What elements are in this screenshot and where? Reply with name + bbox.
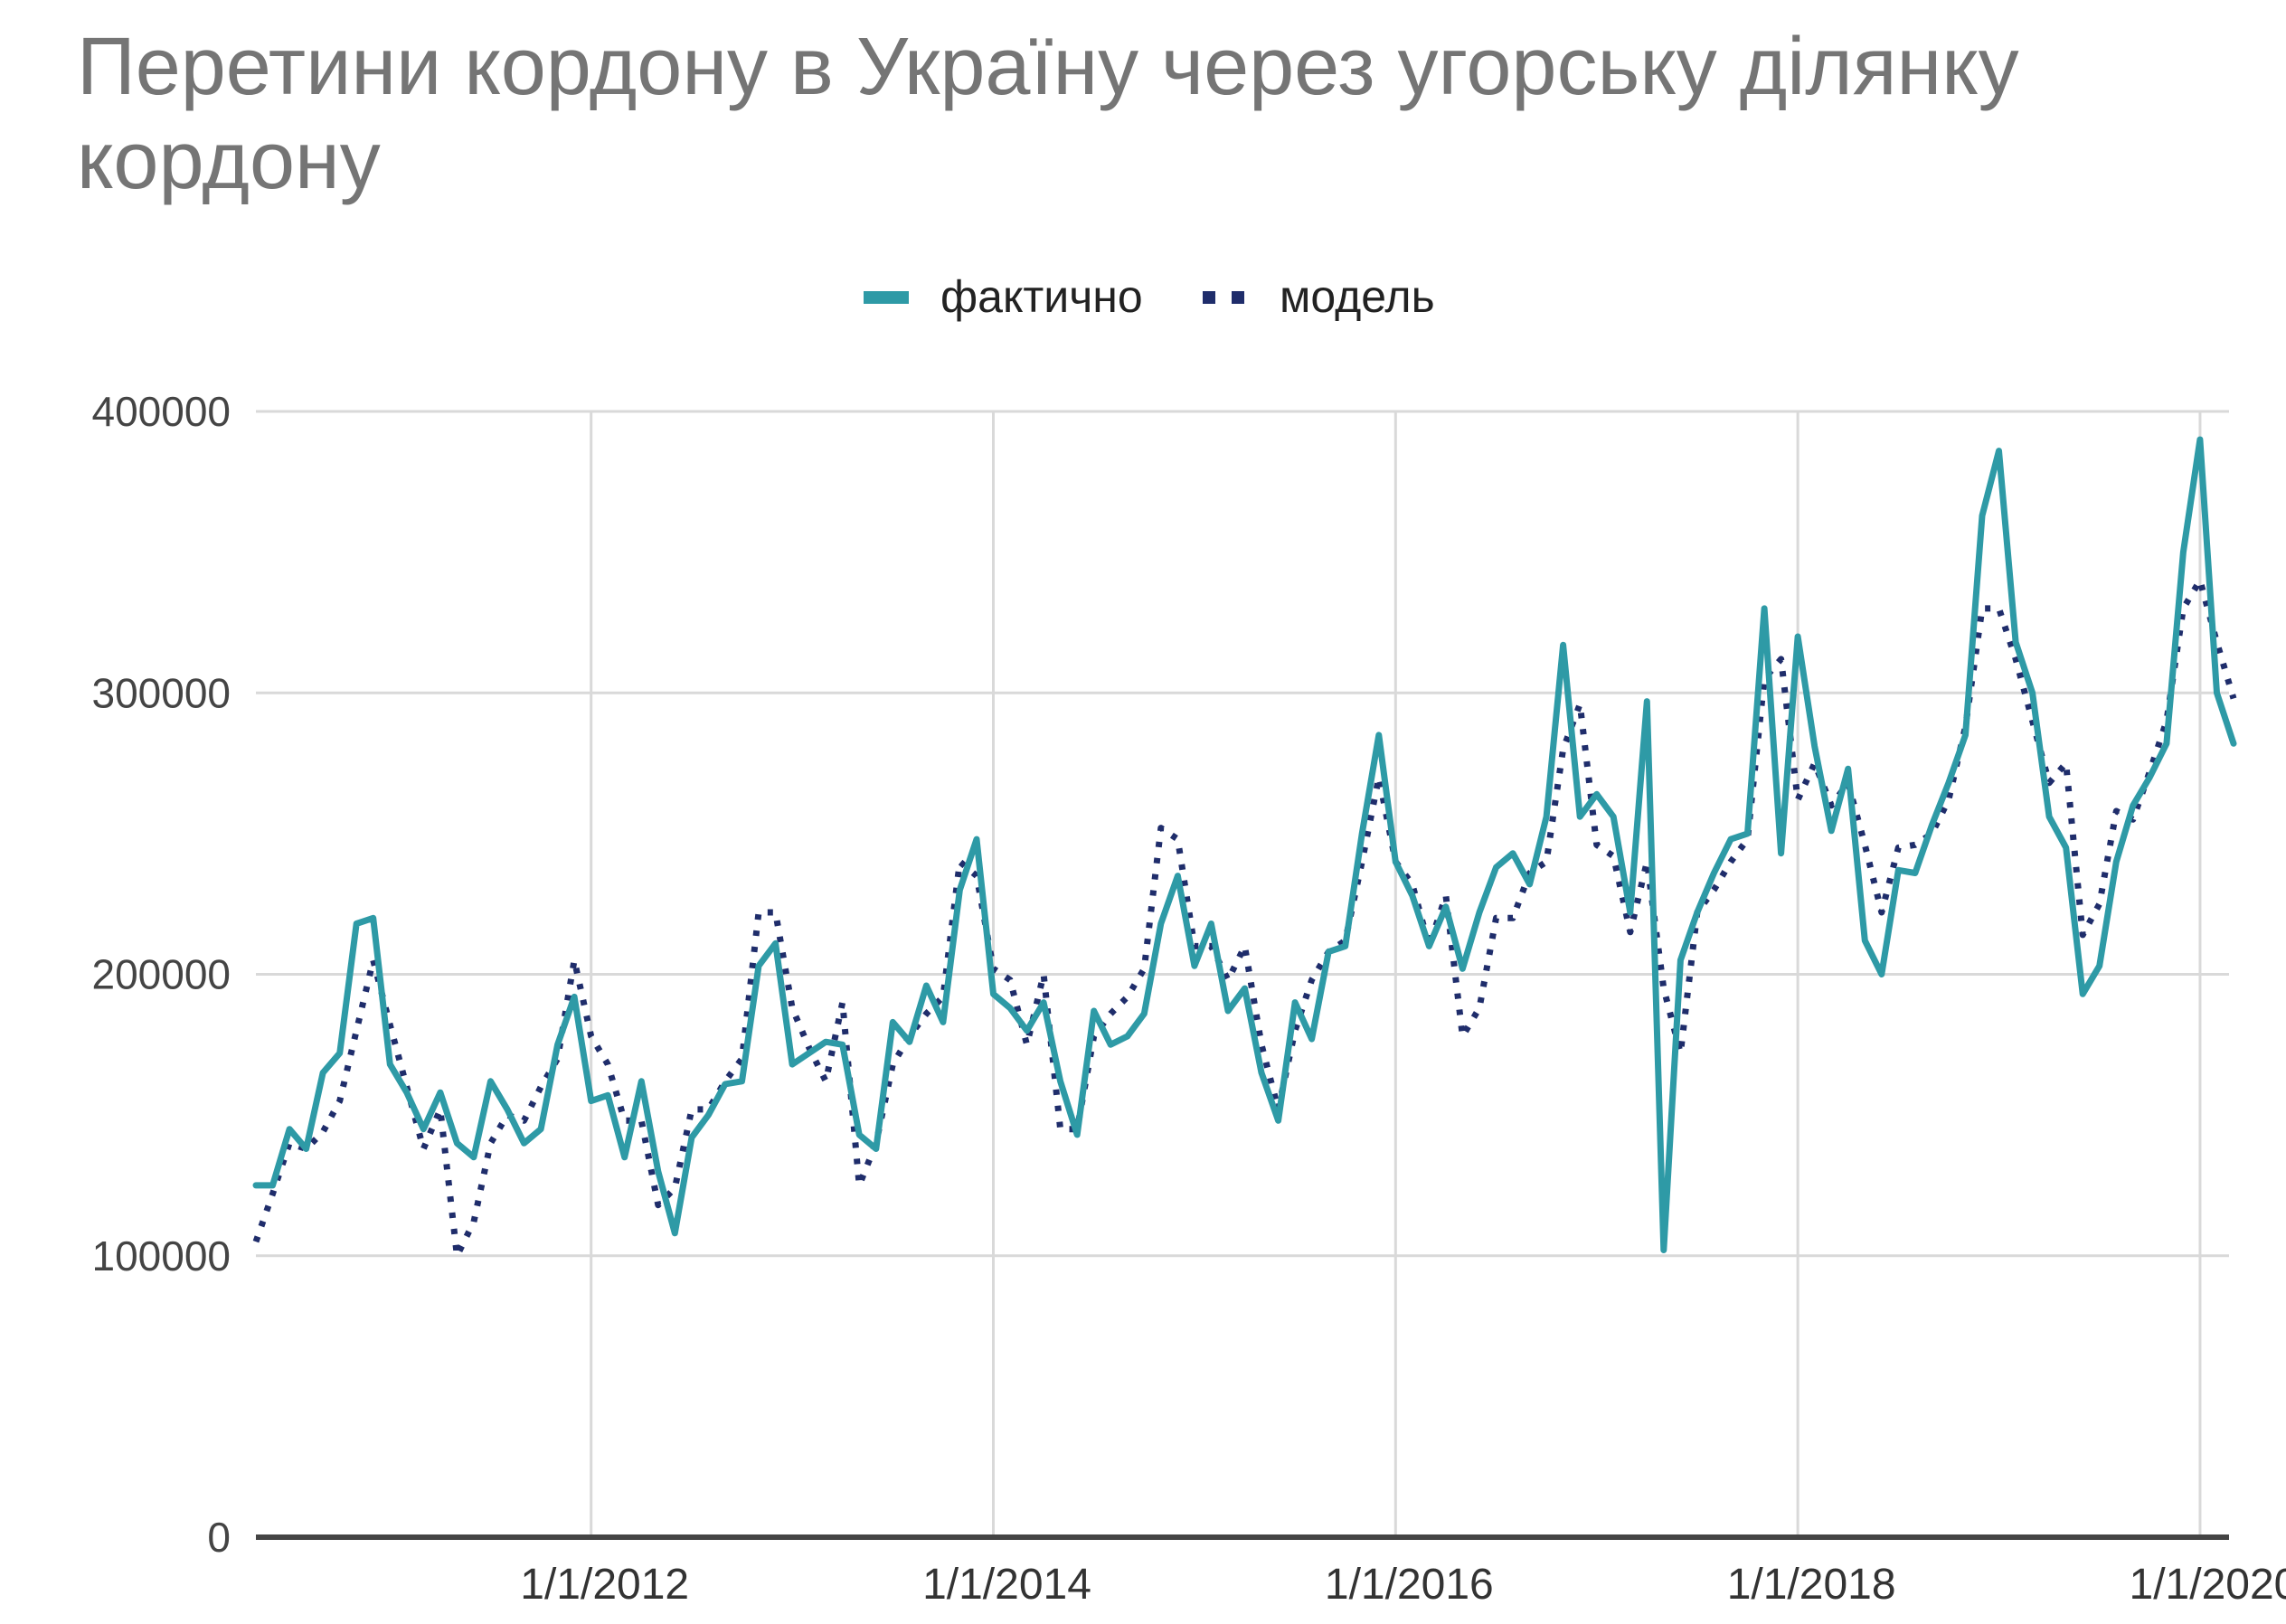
series-line-actual [252, 436, 2237, 1253]
x-axis-labels: 1/1/2012 1/1/2014 1/1/2016 1/1/2018 1/1/… [520, 1561, 2286, 1609]
chart-title: Перетини кордону в Україну через угорськ… [77, 22, 2019, 206]
x-tick-label: 1/1/2018 [1727, 1561, 1896, 1609]
x-tick-label: 1/1/2016 [1325, 1561, 1494, 1609]
legend-swatch-actual [864, 291, 909, 304]
y-tick-label: 400000 [92, 388, 231, 435]
y-gridlines [256, 410, 2229, 1258]
legend-swatch-model [1203, 291, 1244, 304]
x-tick-label: 1/1/2012 [520, 1561, 689, 1609]
legend: фактично модель [864, 271, 1435, 322]
y-axis-labels: 0 100000 200000 300000 400000 [92, 388, 231, 1561]
x-tick-label: 1/1/2014 [922, 1561, 1091, 1609]
y-tick-label: 300000 [92, 669, 231, 716]
series-layer [252, 436, 2237, 1260]
y-tick-label: 100000 [92, 1232, 231, 1279]
legend-label-model: модель [1280, 271, 1435, 322]
y-tick-label: 0 [207, 1514, 231, 1561]
series-line-model [252, 577, 2237, 1260]
x-tick-label: 1/1/2020 [2130, 1561, 2286, 1609]
y-tick-label: 200000 [92, 951, 231, 998]
legend-label-actual: фактично [940, 271, 1143, 322]
